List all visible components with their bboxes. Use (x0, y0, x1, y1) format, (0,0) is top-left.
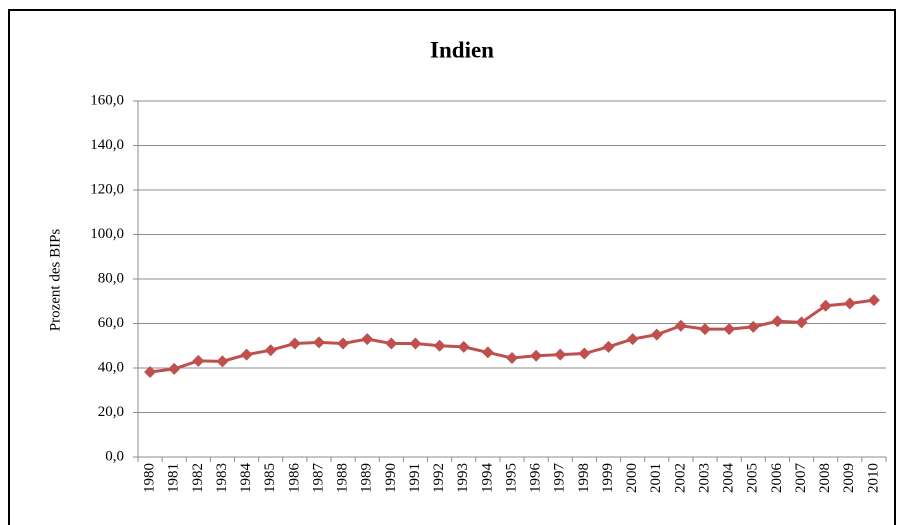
x-tick-label: 1987 (310, 463, 326, 494)
marker (312, 336, 325, 349)
chart-title: Indien (430, 37, 494, 62)
x-tick-label: 2007 (793, 463, 809, 494)
marker (144, 366, 157, 379)
x-tick-label: 2002 (672, 463, 688, 493)
x-tick-label: 1980 (142, 463, 158, 493)
marker (602, 340, 615, 353)
x-tick-label: 1999 (600, 463, 616, 493)
marker (457, 340, 470, 353)
marker (819, 299, 832, 312)
marker (554, 348, 567, 361)
marker (216, 355, 229, 368)
marker (674, 319, 687, 332)
y-axis-label: Prozent des BIPs (47, 229, 63, 332)
x-tick-label: 1991 (407, 463, 423, 493)
x-tick-label: 1997 (552, 463, 568, 494)
y-tick-label: 140,0 (90, 137, 124, 153)
marker (337, 337, 350, 350)
marker (771, 315, 784, 328)
marker (481, 346, 494, 359)
marker (192, 354, 205, 367)
marker (409, 337, 422, 350)
marker (723, 323, 736, 336)
x-tick-label: 1985 (262, 463, 278, 493)
x-tick-label: 2006 (769, 463, 785, 494)
marker (168, 362, 181, 375)
marker (699, 323, 712, 336)
marker (288, 337, 301, 350)
x-tick-label: 2008 (817, 463, 833, 493)
x-tick-label: 1988 (335, 463, 351, 493)
marker (506, 351, 518, 364)
marker (626, 333, 639, 346)
y-tick-label: 20,0 (98, 404, 124, 420)
marker (843, 297, 856, 310)
marker (867, 294, 880, 307)
x-tick-label: 1984 (238, 463, 254, 494)
marker (747, 320, 760, 333)
x-tick-label: 2005 (745, 463, 761, 493)
x-tick-label: 1995 (503, 463, 519, 493)
chart-frame (8, 9, 896, 525)
x-tick-label: 2000 (624, 463, 640, 493)
x-tick-label: 1994 (479, 463, 495, 494)
marker (385, 337, 398, 350)
marker (240, 348, 253, 361)
y-tick-label: 80,0 (98, 270, 124, 286)
x-tick-label: 1992 (431, 463, 447, 493)
x-tick-label: 2004 (721, 463, 737, 494)
y-tick-label: 100,0 (90, 226, 124, 242)
x-tick-label: 1993 (455, 463, 471, 493)
x-tick-label: 1983 (214, 463, 230, 493)
x-tick-label: 1996 (528, 463, 544, 494)
x-tick-label: 1982 (190, 463, 206, 493)
y-tick-label: 40,0 (98, 359, 124, 375)
x-tick-label: 1990 (383, 463, 399, 493)
marker (361, 333, 374, 346)
x-tick-label: 1981 (166, 463, 182, 493)
y-tick-label: 120,0 (90, 181, 124, 197)
marker (264, 344, 277, 357)
x-tick-label: 2009 (841, 463, 857, 493)
marker (578, 347, 591, 360)
marker (433, 339, 446, 352)
x-tick-label: 1998 (576, 463, 592, 493)
marker (530, 349, 543, 362)
x-tick-label: 1986 (286, 463, 302, 494)
x-tick-label: 2010 (865, 463, 881, 493)
x-tick-label: 2003 (696, 463, 712, 493)
x-tick-label: 1989 (359, 463, 375, 493)
y-tick-label: 60,0 (98, 315, 124, 331)
marker (650, 328, 663, 341)
x-tick-label: 2001 (648, 463, 664, 493)
y-tick-label: 160,0 (90, 92, 124, 108)
y-tick-label: 0,0 (105, 448, 124, 464)
marker (795, 316, 808, 329)
